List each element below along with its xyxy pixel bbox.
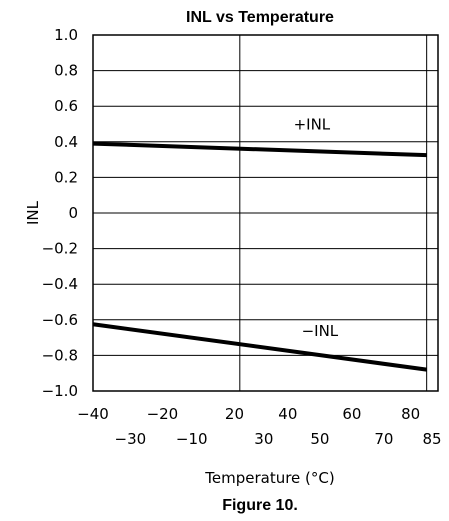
x-axis-label: Temperature (°C) <box>204 469 334 487</box>
x-tick-label: 70 <box>374 430 393 448</box>
annotation-group: +INL −INL <box>294 115 339 339</box>
y-tick-label: 0.8 <box>54 62 78 80</box>
x-tick-label: −40 <box>77 405 109 423</box>
y-axis-label: INL <box>24 200 42 225</box>
y-tick-labels: 1.0 0.8 0.6 0.4 0.2 0 −0.2 −0.4 −0.6 −0.8 −1.0 <box>42 26 78 400</box>
x-tick-label: 80 <box>401 405 420 423</box>
chart-title: INL vs Temperature <box>186 9 334 26</box>
x-tick-label: −20 <box>147 405 179 423</box>
grid-lines <box>93 35 438 391</box>
x-tick-label: −30 <box>115 430 147 448</box>
x-tick-label: 20 <box>225 405 244 423</box>
plot-frame <box>92 34 439 392</box>
y-tick-label: −1.0 <box>42 382 78 400</box>
y-tick-label: −0.6 <box>42 311 78 329</box>
series-line <box>92 141 427 158</box>
y-tick-label: 0.6 <box>54 97 78 115</box>
y-tick-label: −0.4 <box>42 275 78 293</box>
y-tick-label: 0 <box>68 204 78 222</box>
x-tick-label: 40 <box>278 405 297 423</box>
series-annotation: −INL <box>302 322 339 340</box>
series-line <box>92 322 427 372</box>
series-annotation: +INL <box>294 115 331 133</box>
x-tick-labels: −40 −20 20 40 60 80 −30 −10 30 50 70 85 <box>77 405 441 448</box>
x-tick-label: 85 <box>422 430 441 448</box>
y-tick-label: −0.8 <box>42 346 78 364</box>
x-tick-label: 30 <box>254 430 273 448</box>
y-tick-label: 0.2 <box>54 168 78 186</box>
y-tick-label: 1.0 <box>54 26 78 44</box>
series-group <box>92 141 427 372</box>
figure-caption: Figure 10. <box>222 497 298 514</box>
x-tick-label: −10 <box>176 430 208 448</box>
y-tick-label: 0.4 <box>54 133 78 151</box>
x-tick-label: 50 <box>310 430 329 448</box>
x-tick-label: 60 <box>342 405 361 423</box>
y-tick-label: −0.2 <box>42 240 78 258</box>
